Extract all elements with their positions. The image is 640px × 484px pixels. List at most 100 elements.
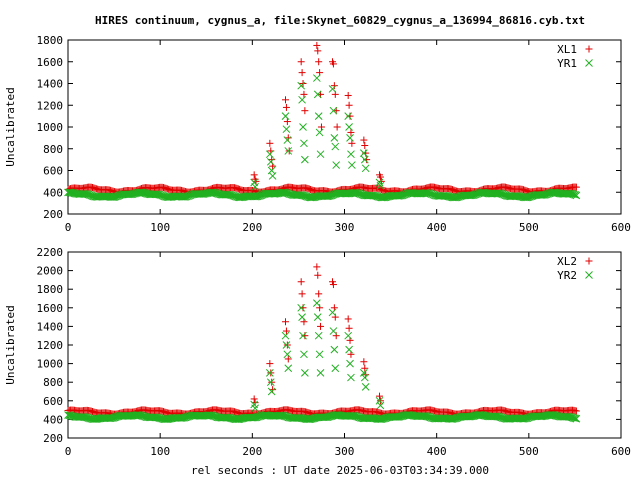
y-tick-label: 1200: [37, 339, 64, 352]
data-point: [329, 309, 336, 316]
series-XL2: [65, 263, 580, 417]
data-point: [347, 151, 354, 158]
data-point: [314, 272, 321, 279]
y-axis-label: Uncalibrated: [4, 87, 17, 166]
y-tick-label: 1600: [37, 302, 64, 315]
y-tick-label: 200: [43, 208, 63, 221]
data-point: [346, 102, 353, 109]
data-point: [317, 151, 324, 158]
data-point: [313, 42, 320, 49]
data-point: [269, 172, 276, 179]
x-tick-label: 200: [242, 445, 262, 458]
data-point: [331, 346, 338, 353]
data-point: [268, 379, 275, 386]
data-point: [282, 96, 289, 103]
y-tick-label: 1200: [37, 99, 64, 112]
y-tick-label: 1800: [37, 283, 64, 296]
data-point: [313, 263, 320, 270]
y-tick-label: 400: [43, 413, 63, 426]
x-tick-label: 0: [65, 445, 72, 458]
data-point: [282, 332, 289, 339]
x-tick-label: 400: [427, 445, 447, 458]
data-point: [300, 140, 307, 147]
legend-label: YR2: [557, 269, 577, 282]
y-tick-label: 1400: [37, 320, 64, 333]
data-point: [346, 325, 353, 332]
data-point: [345, 315, 352, 322]
data-point: [301, 107, 308, 114]
data-point: [300, 124, 307, 131]
legend-label: YR1: [557, 57, 577, 70]
data-point: [316, 351, 323, 358]
data-point: [360, 137, 367, 144]
legend-marker: [586, 272, 593, 279]
data-point: [347, 134, 354, 141]
y-tick-label: 1800: [37, 34, 64, 47]
y-tick-label: 400: [43, 186, 63, 199]
data-point: [331, 134, 338, 141]
data-point: [299, 314, 306, 321]
legend-marker: [586, 60, 593, 67]
y-tick-label: 1400: [37, 78, 64, 91]
data-point: [299, 96, 306, 103]
y-tick-label: 2000: [37, 265, 64, 278]
legend-label: XL2: [557, 255, 577, 268]
data-point: [286, 147, 293, 154]
data-point: [298, 58, 305, 65]
data-point: [361, 142, 368, 149]
x-tick-label: 0: [65, 221, 72, 234]
data-point: [251, 171, 258, 178]
x-tick-label: 600: [611, 445, 631, 458]
data-point: [266, 151, 273, 158]
y-tick-label: 1600: [37, 56, 64, 69]
data-point: [346, 346, 353, 353]
data-point: [348, 162, 355, 169]
x-tick-label: 300: [335, 221, 355, 234]
data-point: [317, 323, 324, 330]
data-point: [283, 104, 290, 111]
data-point: [300, 91, 307, 98]
data-point: [360, 358, 367, 365]
data-point: [284, 342, 291, 349]
data-point: [362, 165, 369, 172]
data-point: [315, 58, 322, 65]
x-tick-label: 100: [150, 445, 170, 458]
data-point: [282, 318, 289, 325]
y-tick-label: 800: [43, 143, 63, 156]
data-point: [329, 85, 336, 92]
legend-marker: [586, 46, 593, 53]
data-point: [315, 290, 322, 297]
data-point: [332, 143, 339, 150]
data-point: [266, 360, 273, 367]
legend-marker: [586, 258, 593, 265]
data-point: [301, 369, 308, 376]
data-point: [300, 351, 307, 358]
data-point: [348, 140, 355, 147]
data-point: [345, 92, 352, 99]
data-point: [317, 369, 324, 376]
data-point: [301, 156, 308, 163]
y-tick-label: 800: [43, 376, 63, 389]
data-point: [298, 278, 305, 285]
y-tick-label: 600: [43, 395, 63, 408]
series-XL1: [65, 42, 580, 196]
x-tick-label: 100: [150, 221, 170, 234]
data-point: [314, 47, 321, 54]
data-point: [315, 332, 322, 339]
data-point: [330, 328, 337, 335]
data-point: [284, 118, 291, 125]
data-point: [285, 365, 292, 372]
data-point: [299, 290, 306, 297]
data-point: [347, 374, 354, 381]
x-tick-label: 500: [519, 221, 539, 234]
data-point: [316, 129, 323, 136]
x-tick-label: 600: [611, 221, 631, 234]
figure-xlabel: rel seconds : UT date 2025-06-03T03:34:3…: [191, 464, 489, 477]
data-point: [332, 365, 339, 372]
data-point: [283, 126, 290, 133]
data-point: [334, 124, 341, 131]
data-point: [284, 351, 291, 358]
y-tick-label: 2200: [37, 246, 64, 259]
